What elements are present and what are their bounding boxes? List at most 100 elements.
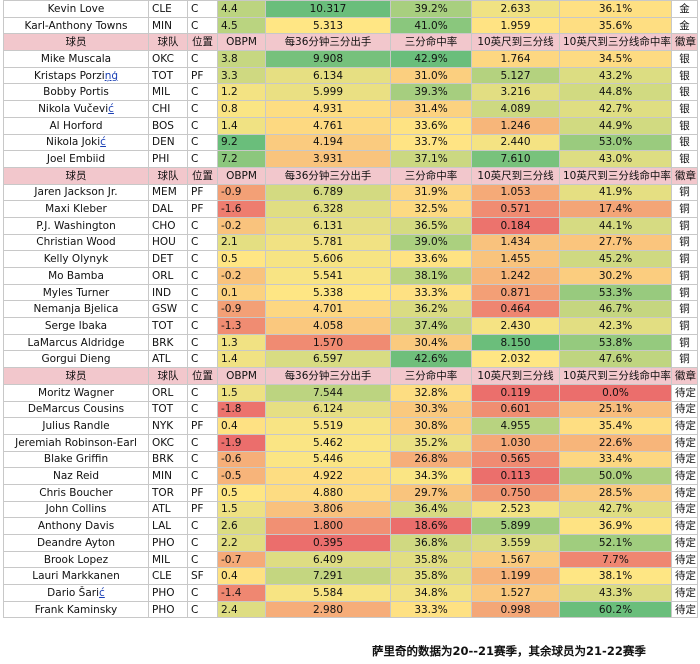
cell-att: 0.395 [265,534,391,552]
cell-name: Gorgui Dieng [3,350,149,369]
cell-tenp: 33.4% [559,450,672,469]
table-row: Brook Lopez MIL C -0.7 6.409 35.8% 1.567 7.7% 待定 [3,550,698,569]
player-name-link[interactable]: ć [99,586,105,599]
cell-name: Frank Kaminsky [3,600,149,619]
header-10ft-to-three: 10英尺到三分线 [471,166,560,185]
cell-pos: C [187,400,218,419]
cell-tenp: 0.0% [559,383,672,402]
cell-tenp: 53.0% [559,133,672,152]
cell-pct: 37.1% [390,150,472,168]
cell-obpm: 1.4 [217,350,266,369]
header-three-pct: 三分命中率 [390,367,472,385]
cell-medal: 银 [671,150,698,168]
cell-pos: C [187,433,218,452]
cell-att: 3.931 [265,150,391,168]
cell-att: 6.409 [265,550,391,569]
cell-att: 4.058 [265,317,391,335]
cell-tenp: 43.0% [559,150,672,168]
cell-pct: 34.3% [390,467,472,485]
cell-ten: 3.216 [471,83,560,102]
cell-pct: 39.3% [390,83,472,102]
cell-ten: 7.610 [471,150,560,168]
cell-name: Anthony Davis [3,517,149,535]
cell-pos: C [187,383,218,402]
cell-pos: PF [187,66,218,85]
header-position: 位置 [187,33,218,52]
cell-ten: 0.601 [471,400,560,419]
cell-tenp: 35.4% [559,417,672,435]
cell-att: 5.462 [265,433,391,452]
cell-tenp: 44.8% [559,83,672,102]
player-name-text: Nikola Vučevi [38,102,109,115]
cell-pct: 31.9% [390,183,472,202]
cell-team: ATL [148,500,188,519]
cell-pct: 29.7% [390,483,472,502]
cell-pct: 36.2% [390,300,472,319]
cell-medal: 待定 [671,517,698,535]
cell-pct: 30.4% [390,333,472,352]
cell-name: Deandre Ayton [3,534,149,552]
cell-obpm: -1.3 [217,317,266,335]
cell-att: 5.338 [265,283,391,302]
cell-pos: C [187,550,218,569]
table-row: LaMarcus Aldridge BRK C 1.3 1.570 30.4% 8.150 5… [3,333,698,352]
cell-name: Maxi Kleber [3,200,149,218]
cell-name: Jeremiah Robinson-Earl [3,433,149,452]
table-row: John Collins ATL PF 1.5 3.806 36.4% 2.523 42.7%… [3,500,698,519]
cell-obpm: 3.3 [217,66,266,85]
cell-obpm: 1.4 [217,116,266,135]
cell-ten: 2.523 [471,500,560,519]
cell-medal: 待定 [671,567,698,586]
cell-team: LAL [148,517,188,535]
cell-att: 6.124 [265,400,391,419]
header-10ft-to-three: 10英尺到三分线 [471,367,560,385]
cell-pos: C [187,450,218,469]
cell-att: 4.931 [265,100,391,118]
player-name-link[interactable]: ņģ [104,69,119,82]
header-three-pct: 三分命中率 [390,166,472,185]
cell-obpm: -1.8 [217,400,266,419]
cell-team: CHO [148,216,188,235]
cell-ten: 0.184 [471,216,560,235]
header-row: 球员 球队 位置 OBPM 每36分钟三分出手 三分命中率 10英尺到三分线 10英尺到三分线… [3,166,698,185]
cell-pos: C [187,233,218,252]
cell-att: 5.999 [265,83,391,102]
cell-ten: 0.571 [471,200,560,218]
cell-pct: 31.0% [390,66,472,85]
cell-tenp: 43.3% [559,584,672,602]
cell-att: 6.134 [265,66,391,85]
cell-pct: 42.6% [390,350,472,369]
cell-pct: 35.8% [390,550,472,569]
cell-medal: 待定 [671,467,698,485]
cell-tenp: 41.9% [559,183,672,202]
cell-team: CLE [148,567,188,586]
cell-tenp: 36.9% [559,517,672,535]
table-row: Blake Griffin BRK C -0.6 5.446 26.8% 0.565 33.4… [3,450,698,469]
header-team: 球队 [148,166,188,185]
cell-pct: 36.8% [390,534,472,552]
table-row: Moritz Wagner ORL C 1.5 7.544 32.8% 0.119 0.0% 待… [3,383,698,402]
cell-pct: 39.0% [390,233,472,252]
cell-pos: PF [187,483,218,502]
cell-team: GSW [148,300,188,319]
cell-ten: 1.959 [471,16,560,35]
footnote: 萨里奇的数据为20--21赛季，其余球员为21-22赛季 [372,644,646,658]
cell-medal: 铜 [671,267,698,285]
cell-tenp: 22.6% [559,433,672,452]
cell-tenp: 42.7% [559,100,672,118]
cell-pct: 35.2% [390,433,472,452]
table-row: P.J. Washington CHO C -0.2 6.131 36.5% 0.184 44… [3,216,698,235]
header-10ft-to-three: 10英尺到三分线 [471,33,560,52]
player-name-link[interactable]: ć [100,136,106,149]
cell-tenp: 28.5% [559,483,672,502]
cell-att: 7.544 [265,383,391,402]
cell-obpm: 2.6 [217,517,266,535]
cell-att: 1.800 [265,517,391,535]
cell-ten: 2.032 [471,350,560,369]
cell-pos: C [187,283,218,302]
cell-att: 5.541 [265,267,391,285]
player-name-link[interactable]: ć [108,102,114,115]
header-badge: 徽章 [671,33,698,52]
cell-att: 5.446 [265,450,391,469]
cell-obpm: 0.8 [217,100,266,118]
